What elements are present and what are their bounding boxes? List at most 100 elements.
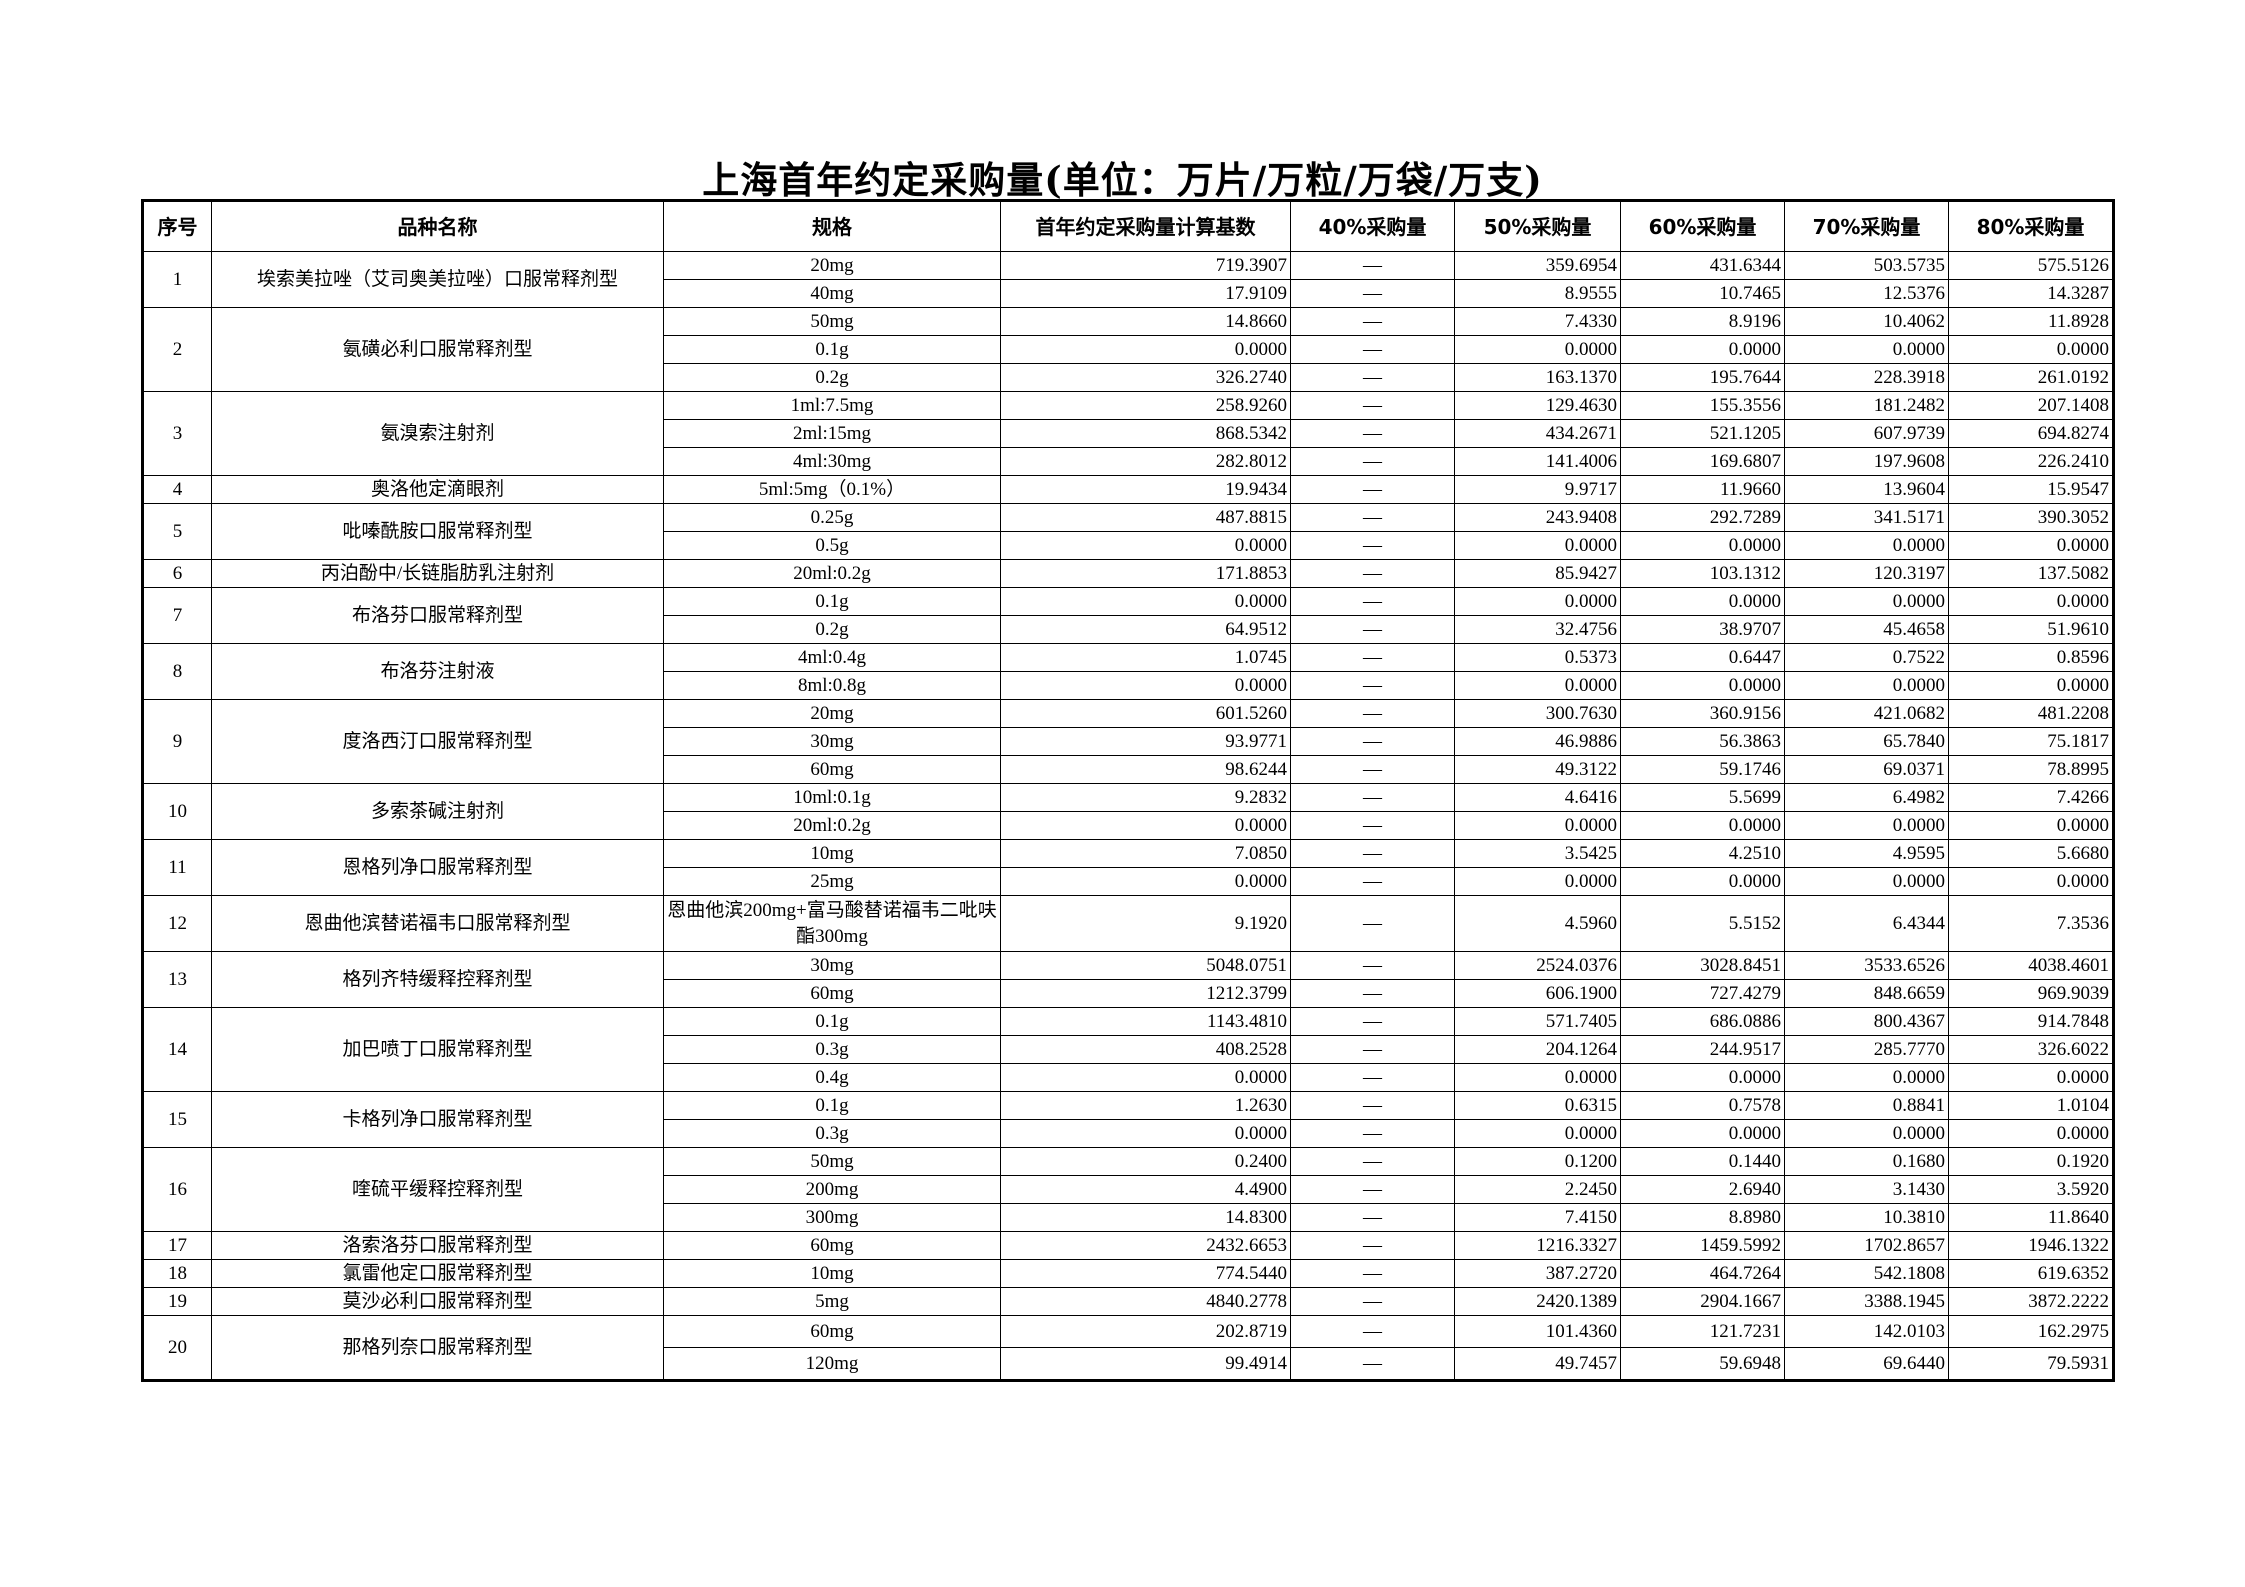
quantity-40-percent: — [1290,419,1455,448]
quantity-70-percent: 6.4344 [1784,895,1949,952]
row-number: 5 [142,503,212,560]
quantity-80-percent: 0.0000 [1948,531,2114,560]
base-quantity: 4.4900 [1000,1175,1291,1204]
quantity-50-percent: 46.9886 [1454,727,1621,756]
quantity-80-percent: 0.0000 [1948,671,2114,700]
table-row: 18 氯雷他定口服常释剂型 10mg 774.5440—387.2720 464.726… [142,1259,2114,1288]
quantity-50-percent: 141.4006 [1454,447,1621,476]
base-quantity: 0.0000 [1000,531,1291,560]
spec: 0.5g [663,531,1001,560]
base-quantity: 1.2630 [1000,1091,1291,1120]
quantity-60-percent: 8.9196 [1620,307,1785,336]
table-row: 16 喹硫平缓释控释剂型 50mg 0.2400—0.1200 0.1440 0.1680… [142,1147,2114,1232]
quantity-60-percent: 0.7578 [1620,1091,1785,1120]
quantity-40-percent: — [1290,447,1455,476]
row-number: 7 [142,587,212,644]
base-quantity: 64.9512 [1000,615,1291,644]
quantity-60-percent: 121.7231 [1620,1315,1785,1348]
quantity-40-percent: — [1290,503,1455,532]
quantity-80-percent: 0.8596 [1948,643,2114,672]
table-row: 17 洛索洛芬口服常释剂型 60mg 2432.6653—1216.3327 1459.… [142,1231,2114,1260]
spec: 10mg [663,1259,1001,1288]
quantity-70-percent: 0.0000 [1784,1119,1949,1148]
quantity-70-percent: 4.9595 [1784,839,1949,868]
quantity-80-percent: 575.5126 [1948,251,2114,280]
quantity-60-percent: 0.0000 [1620,867,1785,896]
quantity-80-percent: 137.5082 [1948,559,2114,588]
table-row: 20ml:0.2g 0.0000—0.0000 0.0000 0.0000 0.0000 [143,811,2114,840]
drug-name: 布洛芬注射液 [211,643,664,700]
quantity-50-percent: 0.1200 [1454,1147,1621,1176]
quantity-70-percent: 197.9608 [1784,447,1949,476]
col-header-70: 70%采购量 [1784,200,1949,252]
quantity-80-percent: 162.2975 [1948,1315,2114,1348]
quantity-50-percent: 0.0000 [1454,531,1621,560]
table-row: 4 奥洛他定滴眼剂 5ml:5mg（0.1%） 19.9434—9.9717 11.96… [142,475,2114,504]
quantity-70-percent: 6.4982 [1784,783,1949,812]
table-row: 25mg 0.0000—0.0000 0.0000 0.0000 0.0000 [143,867,2114,896]
quantity-40-percent: — [1290,391,1455,420]
spec: 恩曲他滨200mg+富马酸替诺福韦二吡呋酯300mg [663,895,1001,952]
table-row: 120mg 99.4914—49.7457 59.6948 69.6440 79.593… [143,1347,2114,1381]
drug-name: 氯雷他定口服常释剂型 [211,1259,664,1288]
quantity-60-percent: 155.3556 [1620,391,1785,420]
quantity-60-percent: 10.7465 [1620,279,1785,308]
drug-name: 丙泊酚中/长链脂肪乳注射剂 [211,559,664,588]
spec: 20mg [663,251,1001,280]
quantity-50-percent: 300.7630 [1454,699,1621,728]
col-header-50: 50%采购量 [1454,200,1621,252]
base-quantity: 408.2528 [1000,1035,1291,1064]
base-quantity: 7.0850 [1000,839,1291,868]
quantity-50-percent: 0.5373 [1454,643,1621,672]
row-number: 1 [142,251,212,308]
base-quantity: 0.2400 [1000,1147,1291,1176]
quantity-50-percent: 3.5425 [1454,839,1621,868]
base-quantity: 19.9434 [1000,475,1291,504]
quantity-70-percent: 10.3810 [1784,1203,1949,1232]
base-quantity: 9.1920 [1000,895,1291,952]
table-row: 60mg 98.6244—49.3122 59.1746 69.0371 78.8995 [143,755,2114,784]
quantity-70-percent: 0.7522 [1784,643,1949,672]
table-row: 12 恩曲他滨替诺福韦口服常释剂型 恩曲他滨200mg+富马酸替诺福韦二吡呋酯300… [142,895,2114,952]
quantity-50-percent: 129.4630 [1454,391,1621,420]
quantity-70-percent: 0.0000 [1784,811,1949,840]
base-quantity: 326.2740 [1000,363,1291,392]
quantity-50-percent: 606.1900 [1454,979,1621,1008]
base-quantity: 93.9771 [1000,727,1291,756]
table-row: 13 格列齐特缓释控释剂型 30mg 5048.0751—2524.0376 3028.… [142,951,2114,1008]
table-row: 2ml:15mg 868.5342—434.2671 521.1205 607.973… [143,419,2114,448]
quantity-60-percent: 3028.8451 [1620,951,1785,980]
quantity-70-percent: 503.5735 [1784,251,1949,280]
drug-name: 那格列奈口服常释剂型 [211,1315,664,1381]
quantity-50-percent: 49.3122 [1454,755,1621,784]
quantity-50-percent: 243.9408 [1454,503,1621,532]
row-number: 14 [142,1007,212,1092]
spec: 2ml:15mg [663,419,1001,448]
col-header-60: 60%采购量 [1620,200,1785,252]
spec: 120mg [663,1347,1001,1381]
quantity-70-percent: 0.0000 [1784,531,1949,560]
row-number: 13 [142,951,212,1008]
spec: 0.2g [663,363,1001,392]
quantity-80-percent: 7.3536 [1948,895,2114,952]
quantity-40-percent: — [1290,1035,1455,1064]
base-quantity: 868.5342 [1000,419,1291,448]
quantity-80-percent: 14.3287 [1948,279,2114,308]
quantity-50-percent: 204.1264 [1454,1035,1621,1064]
base-quantity: 0.0000 [1000,1063,1291,1092]
spec: 0.1g [663,1007,1001,1036]
quantity-40-percent: — [1290,307,1455,336]
drug-name: 卡格列净口服常释剂型 [211,1091,664,1148]
spec: 30mg [663,951,1001,980]
drug-name: 格列齐特缓释控释剂型 [211,951,664,1008]
quantity-70-percent: 69.6440 [1784,1347,1949,1381]
quantity-80-percent: 3.5920 [1948,1175,2114,1204]
spec: 10mg [663,839,1001,868]
quantity-40-percent: — [1290,867,1455,896]
quantity-80-percent: 0.0000 [1948,1063,2114,1092]
quantity-40-percent: — [1290,979,1455,1008]
drug-name: 喹硫平缓释控释剂型 [211,1147,664,1232]
row-number: 10 [142,783,212,840]
quantity-40-percent: — [1290,1063,1455,1092]
header-row: 序号 品种名称 规格 首年约定采购量计算基数 40%采购量 50%采购量 60%… [142,200,2114,252]
